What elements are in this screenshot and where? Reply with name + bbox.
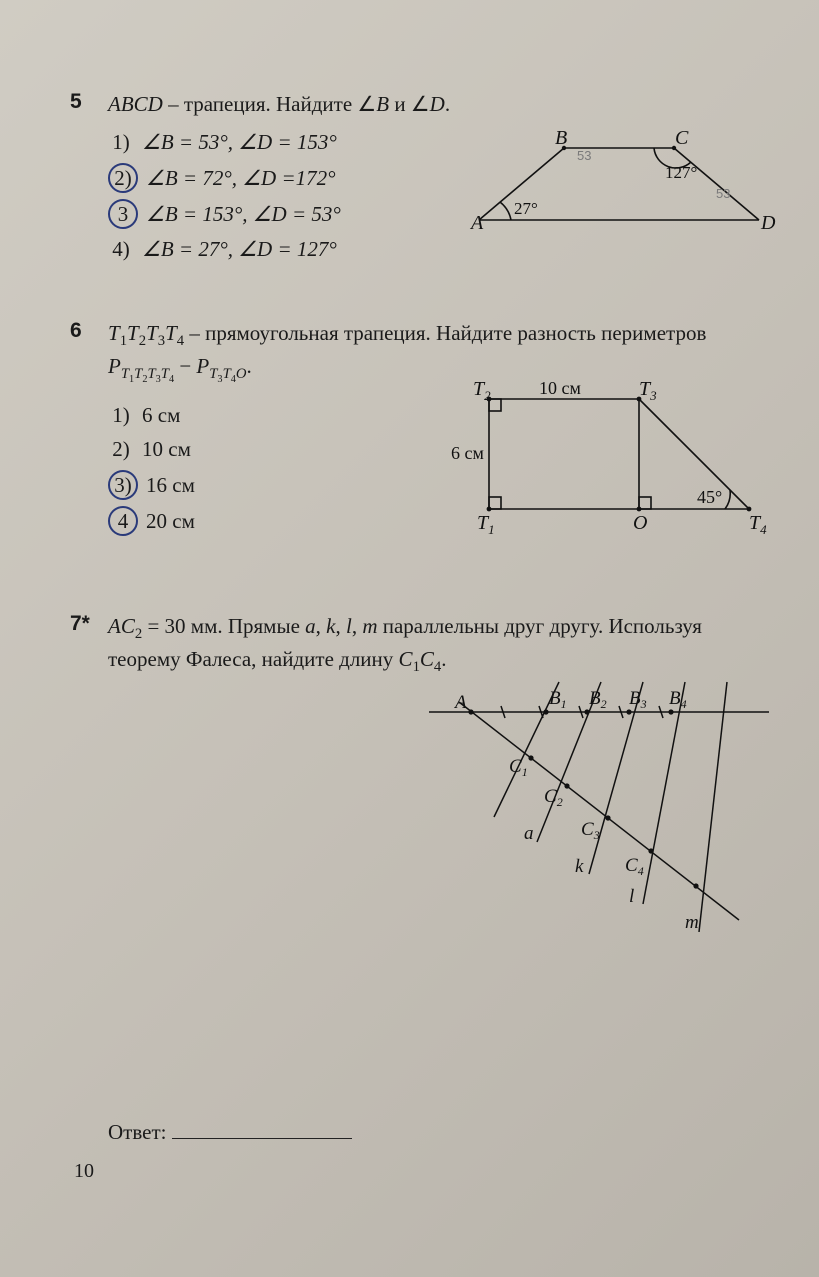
point-B2: B2 (589, 688, 607, 711)
opt-text: ∠B = 72°, ∠D =172° (146, 164, 336, 192)
problem-body: T1T2T3T4 – прямоугольная трапеция. Найди… (108, 319, 759, 542)
angle-A: 27° (514, 199, 538, 218)
opt-num: 4) (108, 236, 134, 262)
opt-text: 6 см (142, 401, 180, 429)
vertex-C: C (675, 130, 689, 149)
opt-num: 1) (108, 402, 134, 428)
point-A: A (453, 692, 467, 713)
point-C3: C3 (581, 819, 600, 842)
point-B3: B3 (629, 688, 647, 711)
right-trapezoid-diagram: T2 T3 T1 T4 O 10 см 6 см 45° (449, 379, 779, 539)
line-a: a (524, 823, 534, 844)
opt-num: 4 (108, 506, 138, 536)
point-C2: C2 (544, 786, 563, 809)
opt-text: ∠B = 153°, ∠D = 53° (146, 200, 341, 228)
len-top: 10 см (539, 379, 581, 398)
line-l: l (629, 886, 634, 907)
angle-C: 127° (665, 163, 697, 182)
line-m: m (685, 912, 699, 932)
problem-number: 6 (70, 319, 94, 542)
angle-45: 45° (697, 487, 722, 507)
answer-blank[interactable] (172, 1138, 352, 1139)
answer-row: Ответ: (108, 1118, 759, 1146)
problem-number: 7* (70, 612, 94, 1146)
vertex-B: B (555, 130, 567, 149)
vertex-T4: T4 (749, 512, 767, 537)
problem-prompt: T1T2T3T4 – прямоугольная трапеция. Найди… (108, 319, 759, 387)
opt-text: 20 см (146, 507, 195, 535)
opt-num: 2) (108, 163, 138, 193)
point-C4: C4 (625, 855, 644, 878)
opt-text: 10 см (142, 435, 191, 463)
opt-text: ∠B = 27°, ∠D = 127° (142, 235, 337, 263)
len-left: 6 см (451, 443, 484, 463)
problem-body: AC2 = 30 мм. Прямые a, k, l, m параллель… (108, 612, 759, 1146)
problem-prompt: AC2 = 30 мм. Прямые a, k, l, m параллель… (108, 612, 759, 678)
opt-text: 16 см (146, 471, 195, 499)
vertex-A: A (469, 212, 484, 234)
textbook-page: 5 ABCD – трапеция. Найдите ∠B и ∠D. 1) ∠B… (0, 0, 819, 1277)
point-C1: C1 (509, 756, 528, 779)
trapezoid-diagram: A B C D 27° 127° 53 53 (469, 130, 779, 240)
problem-number: 5 (70, 90, 94, 269)
page-number: 10 (74, 1160, 94, 1183)
opt-num: 3 (108, 199, 138, 229)
point-B1: B1 (549, 688, 567, 711)
answer-label: Ответ: (108, 1120, 166, 1144)
vertex-T3: T3 (639, 379, 657, 403)
pencil-angle-B: 53 (577, 148, 591, 163)
opt-num: 1) (108, 130, 134, 156)
opt-text: ∠B = 53°, ∠D = 153° (142, 128, 337, 156)
vertex-O: O (633, 512, 647, 534)
line-k: k (575, 856, 584, 877)
problem-5: 5 ABCD – трапеция. Найдите ∠B и ∠D. 1) ∠B… (70, 90, 759, 269)
pencil-angle-D: 53 (716, 186, 730, 201)
vertex-T1: T1 (477, 512, 495, 537)
opt-num: 3) (108, 470, 138, 500)
opt-num: 2) (108, 437, 134, 463)
problem-prompt: ABCD – трапеция. Найдите ∠B и ∠D. (108, 90, 759, 118)
problem-7: 7* AC2 = 30 мм. Прямые a, k, l, m паралл… (70, 612, 759, 1146)
problem-6: 6 T1T2T3T4 – прямоугольная трапеция. Най… (70, 319, 759, 542)
vertex-D: D (760, 212, 776, 234)
thales-diagram: A B1 B2 B3 B4 C1 C2 C3 C4 a k l m (429, 672, 769, 932)
problem-body: ABCD – трапеция. Найдите ∠B и ∠D. 1) ∠B =… (108, 90, 759, 269)
